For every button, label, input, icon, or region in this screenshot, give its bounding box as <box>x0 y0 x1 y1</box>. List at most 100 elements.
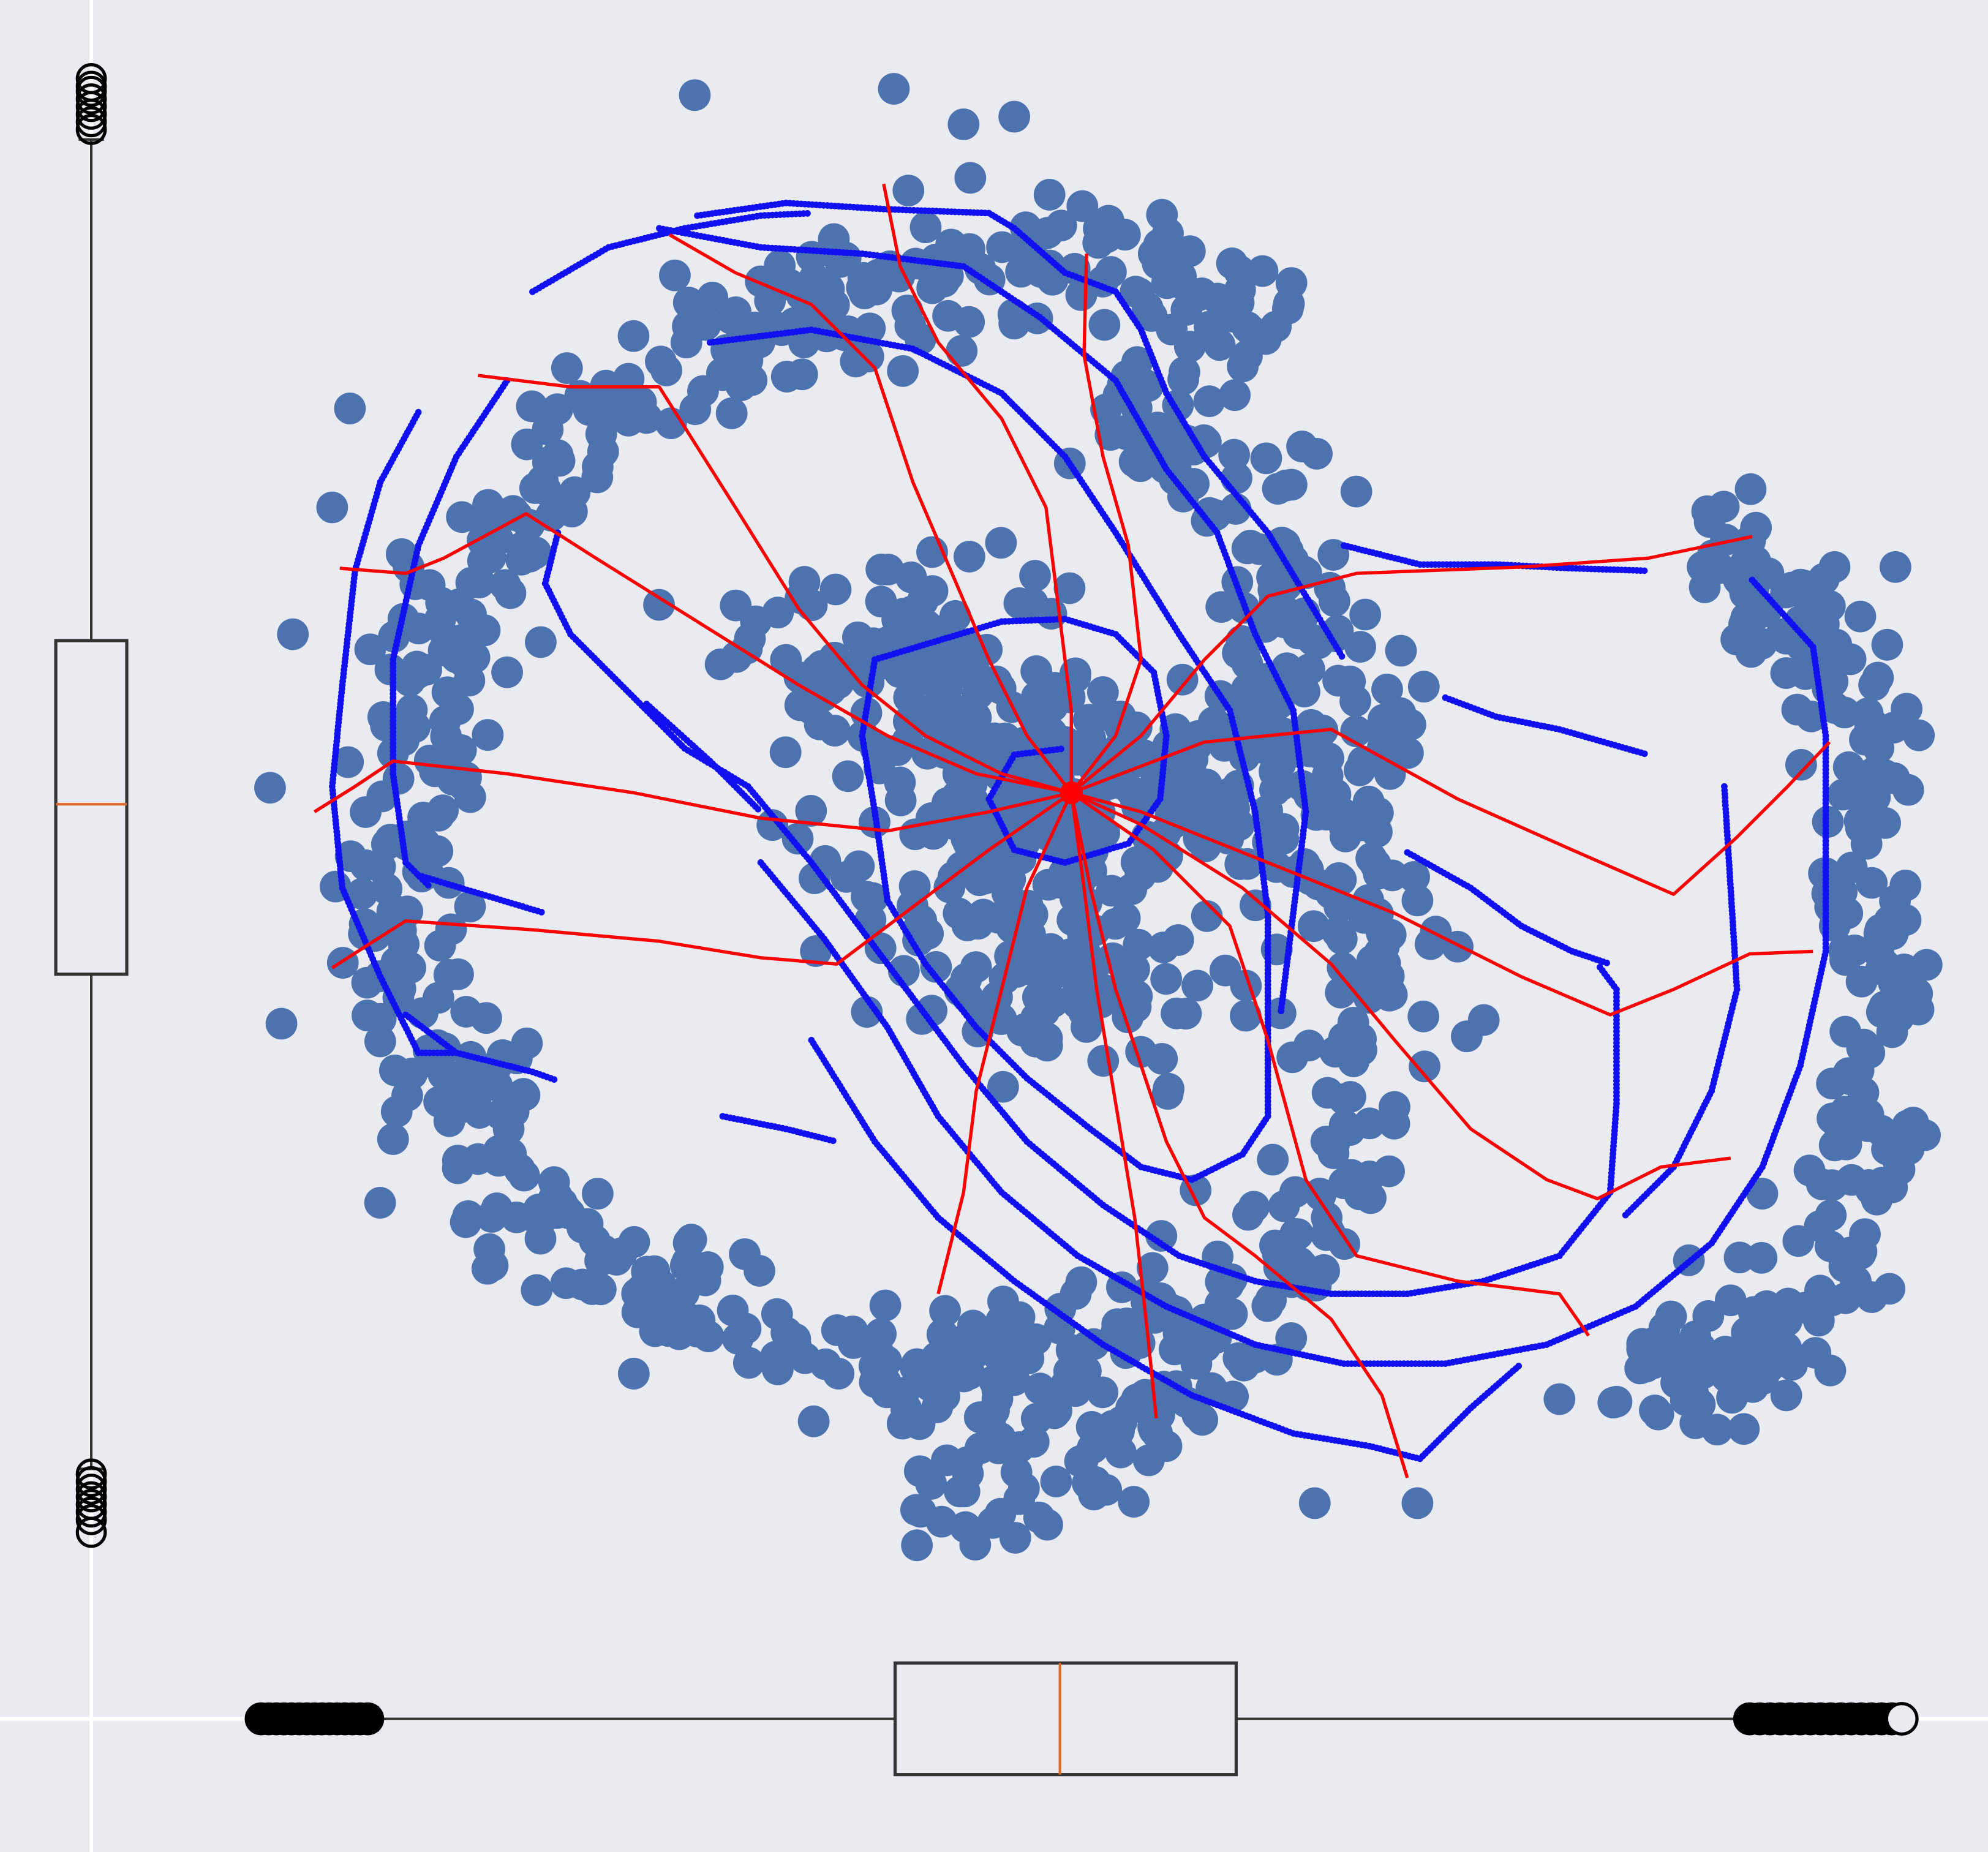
scatter-point <box>947 108 980 140</box>
trace-point <box>1058 745 1064 753</box>
flier-point <box>75 83 107 115</box>
scatter-point <box>494 577 527 609</box>
flier-point <box>75 1496 107 1528</box>
scatter-point <box>1159 452 1192 484</box>
scatter-point <box>1222 1342 1255 1374</box>
scatter-point <box>1250 442 1282 475</box>
scatter-point <box>1694 544 1726 577</box>
scatter-point <box>1849 1218 1881 1250</box>
scatter-point <box>354 633 386 666</box>
streamline <box>1070 791 1591 1337</box>
scatter-point <box>1094 419 1127 451</box>
scatter-point <box>902 608 934 641</box>
scatter-point <box>1335 1081 1366 1113</box>
scatter-point <box>1039 672 1071 704</box>
scatter-point <box>1246 731 1279 764</box>
scatter-point <box>842 621 874 653</box>
scatter-point <box>994 863 1026 895</box>
scatter-point <box>1834 643 1867 676</box>
scatter-point <box>555 495 588 528</box>
scatter-point <box>1203 329 1236 361</box>
scatter-point <box>1267 813 1300 845</box>
scatter-point <box>1321 916 1354 949</box>
scatter-point <box>1112 1001 1144 1034</box>
scatter-point <box>1543 1383 1576 1415</box>
scatter-point <box>617 320 650 352</box>
scatter-point <box>931 1444 963 1477</box>
scatter-point <box>1903 719 1935 751</box>
scatter-point <box>1195 1372 1227 1404</box>
scatter-point <box>1209 954 1241 987</box>
scatter-point <box>1075 821 1108 854</box>
scatter-point <box>717 1294 749 1327</box>
scatter-point <box>892 175 925 206</box>
scatter-point <box>1740 511 1772 544</box>
scatter-point <box>516 390 548 423</box>
scatter-point <box>1802 1304 1835 1337</box>
scatter-point <box>1097 942 1129 974</box>
scatter-point <box>1467 1004 1500 1036</box>
scatter-point <box>1227 350 1259 383</box>
scatter-point <box>1072 704 1105 736</box>
scatter-point <box>1150 1430 1183 1462</box>
scatter-point <box>1865 1115 1897 1147</box>
scatter-point <box>1785 748 1817 781</box>
scatter-point <box>721 1322 754 1355</box>
scatter-point <box>948 1475 981 1508</box>
scatter-point <box>797 1405 830 1437</box>
flier-point <box>75 106 107 138</box>
trace-point <box>1622 1211 1629 1219</box>
scatter-point <box>1753 1319 1785 1350</box>
scatter-point <box>1371 673 1403 706</box>
scatter-point <box>1357 954 1389 987</box>
scatter-point <box>832 760 864 792</box>
scatter-point <box>433 678 465 710</box>
scatter-point <box>1246 255 1279 287</box>
scatter-point <box>1033 179 1066 211</box>
trace-point <box>1596 963 1603 971</box>
scatter-point <box>1197 706 1230 739</box>
scatter-point <box>638 1255 671 1287</box>
scatter-point <box>852 341 884 373</box>
scatter-point <box>1275 1322 1308 1354</box>
scatter-point <box>334 393 366 424</box>
scatter-point <box>430 720 462 753</box>
scatter-point <box>1250 690 1282 722</box>
scatter-point <box>1007 1472 1040 1505</box>
scatter-point <box>1832 1057 1865 1090</box>
scatter-point <box>734 622 766 655</box>
scatter-point <box>909 211 942 244</box>
scatter-point <box>1032 868 1064 901</box>
scatter-point <box>962 908 994 940</box>
scatter-point <box>1323 890 1355 923</box>
streamline <box>331 791 1072 969</box>
scatter-point <box>352 999 383 1031</box>
scatter-point <box>1829 1015 1861 1048</box>
scatter-point <box>1805 1168 1838 1200</box>
scatter-point <box>473 1233 505 1265</box>
trace-point <box>424 881 432 889</box>
scatter-point <box>1181 969 1213 1002</box>
scatter-point <box>1344 631 1376 663</box>
scatter-point <box>884 785 917 816</box>
scatter-point <box>265 1007 298 1040</box>
scatter-point <box>964 1432 996 1464</box>
scatter-point <box>795 795 827 827</box>
scatter-point <box>1216 247 1248 279</box>
scatter-point <box>1077 1432 1109 1464</box>
scatter-point <box>1020 1402 1053 1435</box>
scatter-point <box>1120 276 1152 308</box>
scatter-point <box>957 785 989 817</box>
scatter-point <box>1065 279 1098 311</box>
scatter-point <box>987 1071 1019 1103</box>
scatter-point <box>587 1234 620 1267</box>
scatter-point <box>1009 1013 1042 1045</box>
scatter-point <box>1401 1487 1434 1519</box>
trace-point <box>551 1076 558 1083</box>
scatter-point <box>725 369 757 401</box>
scatter-point <box>769 736 802 769</box>
horizontal-boxplot <box>244 1661 1919 1777</box>
scatter-point <box>952 981 984 1014</box>
scatter-point <box>1120 846 1153 878</box>
scatter-point <box>1723 1241 1756 1274</box>
